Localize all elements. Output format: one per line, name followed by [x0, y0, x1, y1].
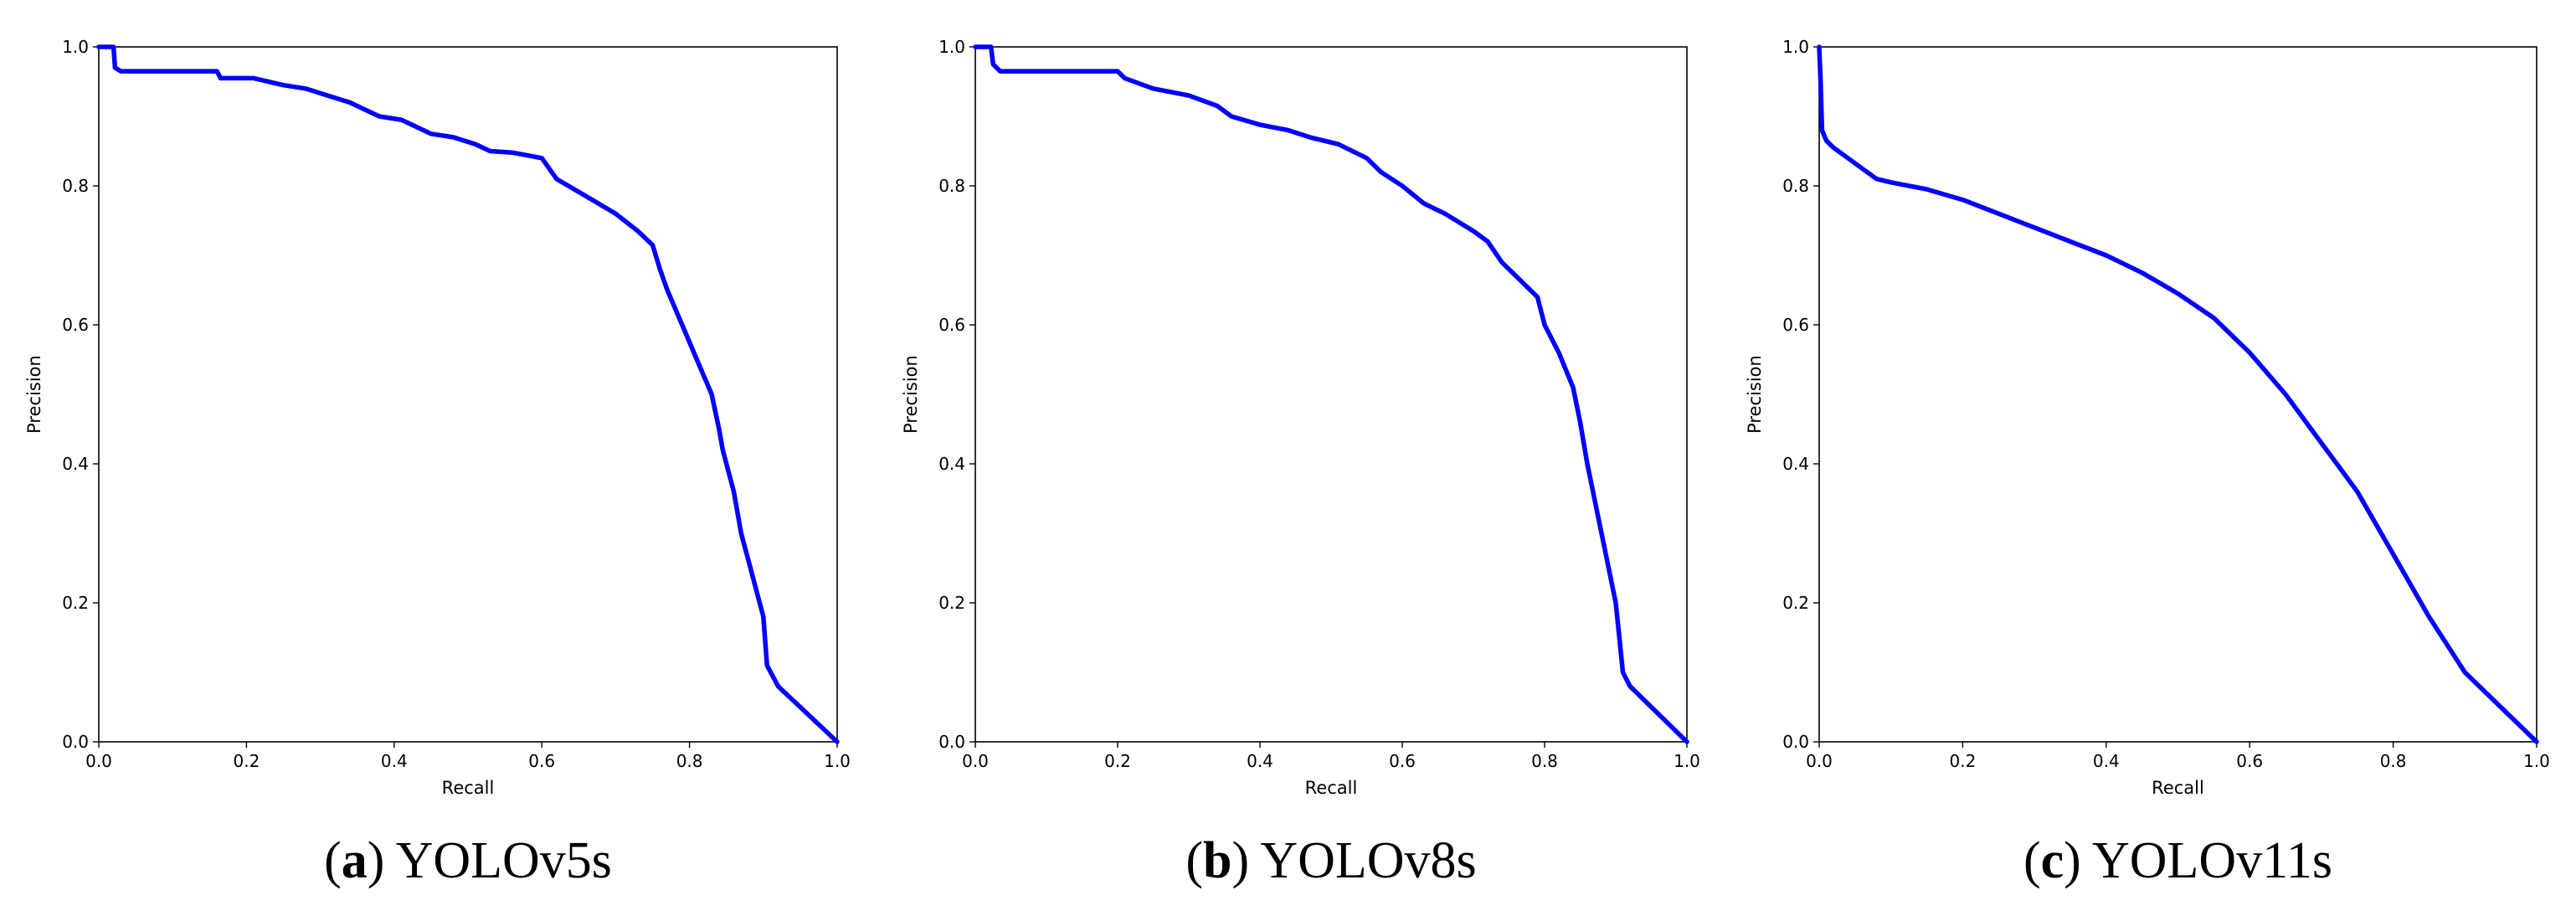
chart-b-plot-frame	[974, 46, 1688, 743]
chart-b-x-tick-label: 0.2	[1104, 751, 1131, 771]
chart-c: 0.0 0.2 0.4 0.6 0.8 1.0 0.0 0.2 0.4 0.6 0.8 1.0 Reca…	[1745, 37, 2550, 889]
chart-a-series-line-0	[96, 44, 840, 744]
chart-a-x-tick-label: 0.8	[676, 751, 703, 771]
chart-b-x-tick-label: 0.4	[1247, 751, 1273, 771]
chart-a-y-tick-label: 0.2	[62, 593, 89, 613]
chart-b: 0.0 0.2 0.4 0.6 0.8 1.0 0.0 0.2 0.4 0.6 0.8 1.0 Reca…	[901, 37, 1700, 889]
chart-b-x-axis-label: Recall	[1305, 778, 1358, 798]
chart-b-y-tick-label: 0.8	[938, 176, 965, 196]
chart-c-y-tick-label: 1.0	[1782, 37, 1809, 57]
chart-a-plot-frame	[98, 46, 838, 743]
chart-c-y-tick-label: 0.6	[1782, 315, 1809, 335]
chart-a-x-tick-label: 1.0	[824, 751, 851, 771]
chart-c-x-tick-label: 0.4	[2093, 751, 2120, 771]
chart-a-x-tick-label: 0.6	[528, 751, 555, 771]
chart-b-series-line-0	[973, 44, 1689, 744]
chart-c-x-tick-label: 0.2	[1949, 751, 1976, 771]
chart-a-y-axis-label: Precision	[24, 355, 44, 434]
chart-c-x-tick-label: 0.8	[2380, 751, 2407, 771]
chart-c-x-tick-label: 0.0	[1806, 751, 1833, 771]
chart-b-x-tick-label: 0.8	[1531, 751, 1558, 771]
chart-a-caption-letter: a	[342, 832, 368, 889]
chart-c-caption-letter: c	[2041, 832, 2064, 889]
chart-b-y-tick-label: 0.4	[938, 454, 965, 474]
chart-a-caption-text: YOLOv5s	[396, 832, 612, 889]
chart-c-series-line-0	[1817, 44, 2539, 744]
chart-c-x-tick-label: 1.0	[2523, 751, 2550, 771]
chart-a-x-tick-label: 0.4	[381, 751, 408, 771]
chart-a-x-axis-label: Recall	[442, 778, 495, 798]
chart-c-plot-frame	[1818, 46, 2537, 743]
chart-c-y-tick-label: 0.2	[1782, 593, 1809, 613]
chart-b-y-tick-label: 1.0	[938, 37, 965, 57]
chart-b-y-tick-label: 0.2	[938, 593, 965, 613]
chart-b-y-tick-label: 0.6	[938, 315, 965, 335]
chart-c-y-tick-label: 0.4	[1782, 454, 1809, 474]
chart-a-y-tick-label: 0.0	[62, 732, 89, 752]
chart-b-y-tick-label: 0.0	[938, 732, 965, 752]
chart-c-x-tick-label: 0.6	[2236, 751, 2263, 771]
chart-b-caption-text: YOLOv8s	[1260, 832, 1476, 889]
chart-b-x-tick-label: 0.0	[962, 751, 989, 771]
chart-b-y-axis-label: Precision	[901, 355, 921, 434]
chart-a-caption: (a) YOLOv5s	[324, 832, 612, 889]
chart-a-y-tick-label: 0.4	[62, 454, 89, 474]
chart-a-x-tick-label: 0.2	[233, 751, 260, 771]
chart-c-y-axis-label: Precision	[1745, 355, 1765, 434]
chart-b-caption-letter: b	[1203, 832, 1231, 889]
chart-a-y-tick-label: 1.0	[62, 37, 89, 57]
chart-b-caption: (b) YOLOv8s	[1185, 832, 1476, 889]
chart-c-y-tick-label: 0.0	[1782, 732, 1809, 752]
chart-a-x-tick-label: 0.0	[85, 751, 112, 771]
chart-c-y-tick-label: 0.8	[1782, 176, 1809, 196]
chart-a: 0.0 0.2 0.4 0.6 0.8 1.0 0.0 0.2 0.4 0.6 0.8 1.0 Reca…	[24, 37, 851, 889]
chart-b-x-tick-label: 0.6	[1389, 751, 1416, 771]
chart-c-caption-text: YOLOv11s	[2092, 832, 2332, 889]
chart-c-caption: (c) YOLOv11s	[2023, 832, 2332, 889]
chart-a-y-tick-label: 0.6	[62, 315, 89, 335]
chart-c-x-axis-label: Recall	[2152, 778, 2204, 798]
chart-a-y-tick-label: 0.8	[62, 176, 89, 196]
chart-b-x-tick-label: 1.0	[1674, 751, 1700, 771]
